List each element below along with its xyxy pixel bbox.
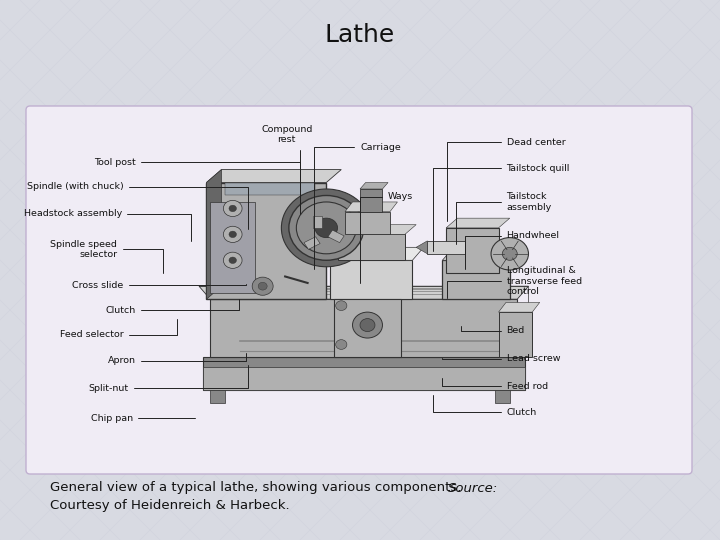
Polygon shape (199, 286, 528, 299)
Text: Clutch: Clutch (105, 299, 239, 314)
Text: Courtesy of Heidenreich & Harbeck.: Courtesy of Heidenreich & Harbeck. (50, 500, 289, 512)
Circle shape (223, 226, 242, 242)
Text: General view of a typical lathe, showing various components.: General view of a typical lathe, showing… (50, 482, 470, 495)
Bar (304, 237, 320, 249)
Circle shape (223, 200, 242, 217)
Circle shape (289, 195, 364, 260)
Text: Lathe: Lathe (325, 23, 395, 47)
Text: Bed: Bed (461, 326, 525, 335)
Text: Feed selector: Feed selector (60, 319, 177, 339)
Text: Ways: Ways (360, 192, 413, 284)
Circle shape (503, 247, 517, 260)
FancyBboxPatch shape (210, 299, 517, 357)
Polygon shape (446, 218, 510, 228)
Circle shape (353, 312, 382, 338)
Text: Longitudinal &
transverse feed
control: Longitudinal & transverse feed control (447, 266, 582, 298)
Text: Dead center: Dead center (447, 138, 565, 221)
Polygon shape (203, 367, 525, 390)
Text: Split-nut: Split-nut (88, 366, 248, 393)
FancyBboxPatch shape (207, 183, 326, 299)
Polygon shape (360, 183, 388, 189)
Text: Tool post: Tool post (94, 158, 300, 214)
Polygon shape (207, 170, 222, 299)
Text: Spindle speed
selector: Spindle speed selector (50, 240, 163, 273)
FancyBboxPatch shape (203, 357, 525, 390)
Text: Lead screw: Lead screw (442, 354, 560, 363)
Circle shape (336, 340, 347, 349)
Polygon shape (416, 241, 428, 254)
Polygon shape (207, 170, 341, 183)
Circle shape (336, 301, 347, 310)
Bar (210, 202, 255, 293)
Text: Source:: Source: (448, 482, 498, 495)
Bar (328, 230, 344, 242)
Circle shape (315, 218, 338, 238)
Bar (225, 183, 315, 195)
Circle shape (491, 238, 528, 270)
FancyBboxPatch shape (26, 106, 692, 474)
Polygon shape (345, 202, 397, 212)
Bar (312, 216, 322, 227)
FancyBboxPatch shape (330, 260, 413, 299)
Text: Handwheel: Handwheel (465, 231, 559, 268)
Bar (360, 189, 382, 212)
Circle shape (258, 282, 267, 290)
Polygon shape (330, 247, 423, 260)
Circle shape (229, 205, 236, 212)
Text: Feed rod: Feed rod (442, 379, 548, 391)
Bar (495, 390, 510, 403)
Text: Tailstock quill: Tailstock quill (433, 164, 570, 251)
FancyBboxPatch shape (446, 228, 498, 273)
Text: Cross slide: Cross slide (73, 281, 246, 289)
FancyBboxPatch shape (442, 260, 510, 299)
Text: Spindle (with chuck): Spindle (with chuck) (27, 183, 248, 229)
Polygon shape (442, 247, 521, 260)
FancyBboxPatch shape (345, 212, 390, 234)
Text: Clutch: Clutch (433, 395, 537, 417)
Text: Headstock assembly: Headstock assembly (24, 210, 191, 241)
Circle shape (229, 231, 236, 238)
FancyBboxPatch shape (338, 234, 405, 260)
Circle shape (252, 277, 273, 295)
FancyBboxPatch shape (334, 299, 401, 357)
Circle shape (229, 257, 236, 264)
Text: Apron: Apron (107, 354, 246, 365)
Circle shape (223, 252, 242, 268)
Circle shape (282, 189, 372, 267)
FancyBboxPatch shape (498, 312, 532, 357)
Polygon shape (338, 225, 416, 234)
Text: Carriage: Carriage (314, 143, 401, 268)
Text: Tailstock
assembly: Tailstock assembly (456, 192, 552, 244)
Polygon shape (498, 302, 540, 312)
Circle shape (360, 319, 375, 332)
Text: Chip pan: Chip pan (91, 414, 195, 423)
Bar (428, 241, 465, 254)
Text: Compound
rest: Compound rest (261, 125, 312, 209)
Bar (210, 390, 225, 403)
Circle shape (297, 202, 356, 254)
